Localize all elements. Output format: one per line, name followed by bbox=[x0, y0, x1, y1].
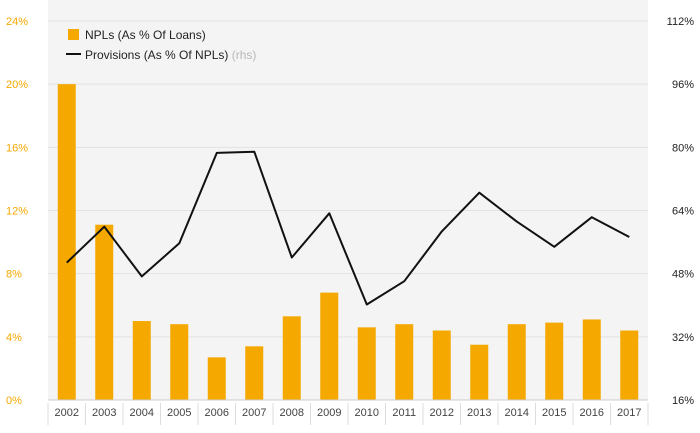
provisions-line bbox=[66, 150, 630, 306]
x-tick-label: 2010 bbox=[355, 407, 379, 419]
y-right-tick-label: 112% bbox=[667, 16, 695, 28]
provisions-line-path bbox=[66, 150, 630, 306]
npl-bar bbox=[470, 344, 489, 400]
axes: 0% 16% 4% 32% 8% 48% 12% 64% 16% 80% 20% 96% 24% 112%… bbox=[6, 16, 694, 425]
x-tick-label: 2004 bbox=[130, 407, 154, 419]
x-tick-label: 2006 bbox=[205, 407, 229, 419]
npl-bar bbox=[432, 330, 451, 400]
y-right-tick-label: 16% bbox=[672, 395, 694, 407]
npl-bar bbox=[95, 224, 114, 400]
y-left-tick-label: 12% bbox=[6, 206, 28, 218]
y-right-tick-label: 96% bbox=[672, 79, 694, 91]
npl-bar bbox=[620, 330, 639, 400]
y-left-tick-label: 20% bbox=[6, 79, 28, 91]
legend-bar-swatch bbox=[68, 29, 79, 40]
y-right-tick-label: 80% bbox=[672, 142, 694, 154]
y-left-tick-label: 4% bbox=[6, 332, 22, 344]
npl-bar bbox=[507, 324, 526, 400]
x-tick-label: 2017 bbox=[617, 407, 641, 419]
x-tick-label: 2007 bbox=[242, 407, 266, 419]
y-left-tick-label: 16% bbox=[6, 142, 28, 154]
npl-bar bbox=[582, 319, 601, 400]
y-left-tick-label: 24% bbox=[6, 16, 28, 28]
npl-bar bbox=[395, 324, 414, 400]
x-tick-label: 2008 bbox=[280, 407, 304, 419]
npl-bar bbox=[357, 327, 376, 400]
y-right-tick-label: 64% bbox=[672, 206, 694, 218]
npl-bar bbox=[320, 292, 339, 400]
npl-bar bbox=[282, 316, 301, 400]
y-right-tick-label: 32% bbox=[672, 332, 694, 344]
y-right-tick-label: 48% bbox=[672, 269, 694, 281]
npl-bar bbox=[245, 346, 264, 400]
npl-bar bbox=[207, 357, 226, 400]
x-tick-label: 2009 bbox=[317, 407, 341, 419]
x-tick-label: 2011 bbox=[392, 407, 416, 419]
x-tick-label: 2015 bbox=[542, 407, 566, 419]
x-tick-label: 2014 bbox=[505, 407, 529, 419]
x-tick-label: 2003 bbox=[92, 407, 116, 419]
y-left-tick-label: 8% bbox=[6, 269, 22, 281]
npl-bar bbox=[545, 322, 564, 400]
npl-bar bbox=[132, 321, 151, 400]
x-tick-label: 2016 bbox=[580, 407, 604, 419]
x-tick-label: 2012 bbox=[430, 407, 454, 419]
y-left-tick-label: 0% bbox=[6, 395, 22, 407]
legend-npl-label: NPLs (As % Of Loans) bbox=[85, 28, 206, 42]
x-tick-label: 2005 bbox=[167, 407, 191, 419]
x-tick-label: 2013 bbox=[467, 407, 491, 419]
npl-bar bbox=[57, 84, 76, 401]
npl-bar bbox=[170, 324, 189, 400]
legend-provisions-label: Provisions (As % Of NPLs) (rhs) bbox=[85, 48, 256, 62]
legend: NPLs (As % Of Loans) Provisions (As % Of… bbox=[66, 28, 256, 62]
x-tick-label: 2002 bbox=[55, 407, 79, 419]
npl-bars bbox=[57, 84, 639, 401]
